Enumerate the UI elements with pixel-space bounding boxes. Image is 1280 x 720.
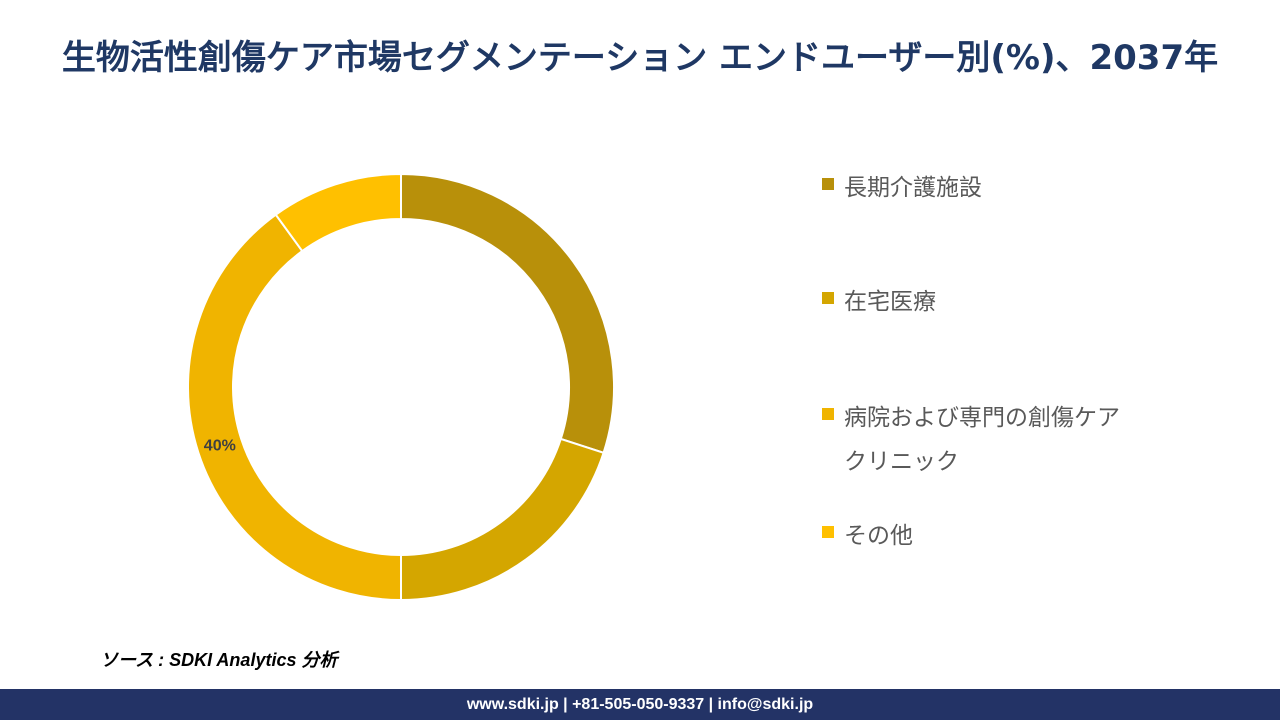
- legend-swatch-others: [822, 526, 834, 538]
- legend-label: 病院および専門の創傷ケアクリニック: [844, 405, 1120, 475]
- legend-swatch-long-term-care: [822, 178, 834, 190]
- donut-slice-1: [400, 172, 615, 455]
- legend-label: その他: [844, 523, 913, 549]
- donut-slice-3: [187, 213, 402, 602]
- source-note: ソース : SDKI Analytics 分析: [100, 650, 338, 670]
- legend-swatch-hospitals-clinics: [822, 408, 834, 420]
- legend-item-others: その他: [822, 514, 913, 558]
- data-label-3: 40%: [204, 437, 236, 454]
- donut-slice-2: [400, 437, 605, 602]
- legend-item-hospitals-clinics: 病院および専門の創傷ケアクリニック: [822, 396, 1122, 484]
- donut-slice-4: [274, 172, 402, 253]
- legend-swatch-home-healthcare: [822, 292, 834, 304]
- legend-label: 在宅医療: [844, 289, 936, 315]
- chart-title: 生物活性創傷ケア市場セグメンテーション エンドユーザー別(%)、2037年: [61, 38, 1219, 78]
- legend-item-long-term-care: 長期介護施設: [822, 166, 982, 210]
- footer-bar: www.sdki.jp | +81-505-050-9337 | info@sd…: [0, 689, 1280, 720]
- legend-item-home-healthcare: 在宅医療: [822, 280, 936, 324]
- legend-label: 長期介護施設: [844, 175, 982, 201]
